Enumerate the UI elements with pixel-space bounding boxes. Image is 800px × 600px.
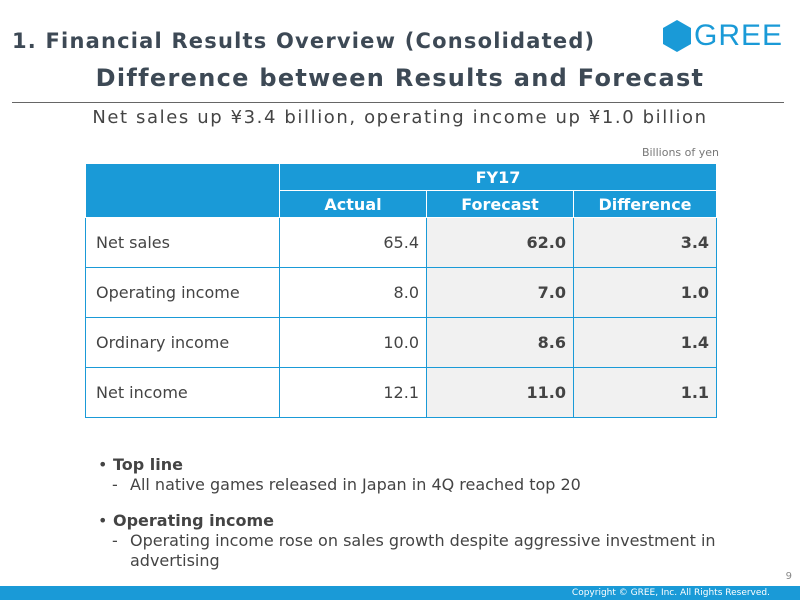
page-subtitle: Net sales up ¥3.4 billion, operating inc… bbox=[92, 107, 708, 128]
page-title: Difference between Results and Forecast bbox=[95, 64, 705, 92]
row-label: Operating income bbox=[85, 267, 280, 318]
table-row: Net income 12.1 11.0 1.1 bbox=[85, 367, 718, 418]
bullet-dot-icon: • bbox=[98, 455, 108, 474]
bullet-subitem: - Operating income rose on sales growth … bbox=[112, 531, 738, 571]
period-header: FY17 bbox=[278, 163, 718, 191]
difference-value: 1.1 bbox=[572, 367, 718, 418]
commentary-bullets: • Top line - All native games released i… bbox=[98, 455, 738, 571]
dash-icon: - bbox=[112, 475, 118, 494]
page-number: 9 bbox=[785, 571, 792, 582]
actual-value: 8.0 bbox=[279, 267, 427, 318]
table-row: Ordinary income 10.0 8.6 1.4 bbox=[85, 317, 718, 368]
results-table: FY17 Actual Forecast Difference Net sale… bbox=[85, 163, 718, 418]
forecast-value: 62.0 bbox=[426, 217, 574, 268]
actual-value: 65.4 bbox=[279, 217, 427, 268]
bullet-subitem-text: All native games released in Japan in 4Q… bbox=[130, 475, 581, 494]
bullet-heading: Top line bbox=[113, 455, 184, 474]
gree-logo: GREE bbox=[663, 20, 783, 52]
logo-text: GREE bbox=[694, 19, 784, 52]
bullet-operating-income: • Operating income bbox=[98, 511, 738, 531]
hexagon-logo-icon bbox=[663, 20, 691, 52]
actual-value: 12.1 bbox=[279, 367, 427, 418]
row-label: Net income bbox=[85, 367, 280, 418]
bullet-subitem-text: Operating income rose on sales growth de… bbox=[130, 531, 716, 570]
row-label: Net sales bbox=[85, 217, 280, 268]
table-corner-header bbox=[85, 163, 280, 218]
column-header-actual: Actual bbox=[279, 190, 427, 218]
forecast-value: 7.0 bbox=[426, 267, 574, 318]
copyright-text: Copyright © GREE, Inc. All Rights Reserv… bbox=[571, 588, 770, 598]
table-row: Net sales 65.4 62.0 3.4 bbox=[85, 217, 718, 268]
bullet-top-line: • Top line bbox=[98, 455, 738, 475]
dash-icon: - bbox=[112, 531, 118, 550]
bullet-heading: Operating income bbox=[113, 511, 275, 530]
row-label: Ordinary income bbox=[85, 317, 280, 368]
difference-value: 1.0 bbox=[572, 267, 718, 318]
title-divider bbox=[12, 102, 784, 103]
difference-value: 3.4 bbox=[572, 217, 718, 268]
bullet-subitem: - All native games released in Japan in … bbox=[112, 475, 738, 495]
footer-bar: Copyright © GREE, Inc. All Rights Reserv… bbox=[0, 586, 800, 600]
actual-value: 10.0 bbox=[279, 317, 427, 368]
table-row: Operating income 8.0 7.0 1.0 bbox=[85, 267, 718, 318]
bullet-dot-icon: • bbox=[98, 511, 108, 530]
column-header-difference: Difference bbox=[572, 190, 718, 218]
unit-note: Billions of yen bbox=[641, 146, 719, 159]
difference-value: 1.4 bbox=[572, 317, 718, 368]
section-title: 1. Financial Results Overview (Consolida… bbox=[12, 29, 596, 53]
forecast-value: 8.6 bbox=[426, 317, 574, 368]
forecast-value: 11.0 bbox=[426, 367, 574, 418]
column-header-forecast: Forecast bbox=[426, 190, 574, 218]
